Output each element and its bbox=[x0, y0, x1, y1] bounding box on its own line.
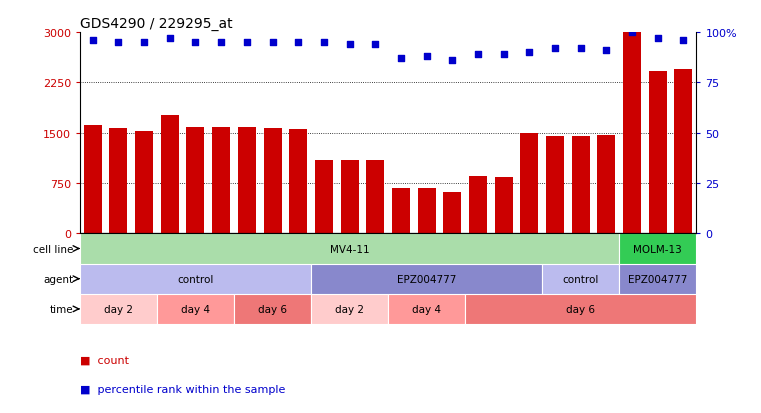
Text: day 4: day 4 bbox=[181, 304, 210, 314]
Point bbox=[113, 40, 125, 46]
Point bbox=[292, 40, 304, 46]
Point bbox=[524, 50, 536, 57]
Bar bbox=[341, 161, 358, 234]
Text: EPZ004777: EPZ004777 bbox=[628, 274, 687, 284]
Bar bbox=[572, 137, 590, 234]
Point bbox=[138, 40, 150, 46]
Bar bbox=[289, 130, 307, 234]
Bar bbox=[84, 126, 102, 234]
Bar bbox=[388, 294, 465, 324]
Bar bbox=[315, 160, 333, 234]
Bar bbox=[186, 128, 205, 234]
Point bbox=[575, 46, 587, 52]
Bar bbox=[80, 234, 619, 264]
Bar bbox=[212, 128, 230, 234]
Point bbox=[446, 58, 458, 64]
Point bbox=[369, 42, 381, 48]
Point bbox=[240, 40, 253, 46]
Point bbox=[600, 48, 613, 55]
Bar bbox=[444, 192, 461, 234]
Bar bbox=[597, 136, 616, 234]
Bar bbox=[80, 294, 157, 324]
Point bbox=[677, 38, 689, 44]
Point bbox=[498, 52, 510, 58]
Text: GDS4290 / 229295_at: GDS4290 / 229295_at bbox=[80, 17, 233, 31]
Bar bbox=[238, 128, 256, 234]
Text: day 6: day 6 bbox=[258, 304, 287, 314]
Bar bbox=[649, 72, 667, 234]
Bar bbox=[234, 294, 311, 324]
Text: time: time bbox=[50, 304, 74, 314]
Bar bbox=[392, 188, 410, 234]
Bar bbox=[546, 137, 564, 234]
Bar bbox=[469, 177, 487, 234]
Text: agent: agent bbox=[43, 274, 74, 284]
Point bbox=[189, 40, 202, 46]
Point bbox=[343, 42, 355, 48]
Bar bbox=[161, 116, 179, 234]
Bar bbox=[110, 129, 127, 234]
Text: day 4: day 4 bbox=[412, 304, 441, 314]
Text: day 2: day 2 bbox=[335, 304, 364, 314]
Text: MV4-11: MV4-11 bbox=[330, 244, 369, 254]
Bar bbox=[495, 178, 513, 234]
Bar bbox=[619, 234, 696, 264]
Bar bbox=[366, 161, 384, 234]
Bar bbox=[80, 264, 311, 294]
Point bbox=[318, 40, 330, 46]
Text: control: control bbox=[177, 274, 214, 284]
Text: ■  percentile rank within the sample: ■ percentile rank within the sample bbox=[80, 384, 285, 394]
Bar bbox=[135, 131, 153, 234]
Point bbox=[164, 36, 176, 43]
Text: MOLM-13: MOLM-13 bbox=[633, 244, 682, 254]
Bar bbox=[263, 128, 282, 234]
Bar bbox=[311, 294, 388, 324]
Text: ■  count: ■ count bbox=[80, 355, 129, 365]
Point bbox=[651, 36, 664, 43]
Bar bbox=[418, 189, 435, 234]
Text: day 6: day 6 bbox=[566, 304, 595, 314]
Bar bbox=[465, 294, 696, 324]
Point bbox=[215, 40, 228, 46]
Text: day 2: day 2 bbox=[104, 304, 133, 314]
Bar bbox=[543, 264, 619, 294]
Text: control: control bbox=[562, 274, 599, 284]
Point bbox=[266, 40, 279, 46]
Point bbox=[549, 46, 561, 52]
Point bbox=[395, 56, 407, 62]
Bar bbox=[623, 33, 641, 234]
Bar bbox=[674, 70, 693, 234]
Bar bbox=[311, 264, 543, 294]
Point bbox=[421, 54, 433, 60]
Text: EPZ004777: EPZ004777 bbox=[397, 274, 457, 284]
Point bbox=[626, 30, 638, 36]
Bar bbox=[521, 134, 538, 234]
Point bbox=[472, 52, 484, 58]
Point bbox=[87, 38, 99, 44]
Bar bbox=[157, 294, 234, 324]
Text: cell line: cell line bbox=[33, 244, 74, 254]
Bar bbox=[619, 264, 696, 294]
